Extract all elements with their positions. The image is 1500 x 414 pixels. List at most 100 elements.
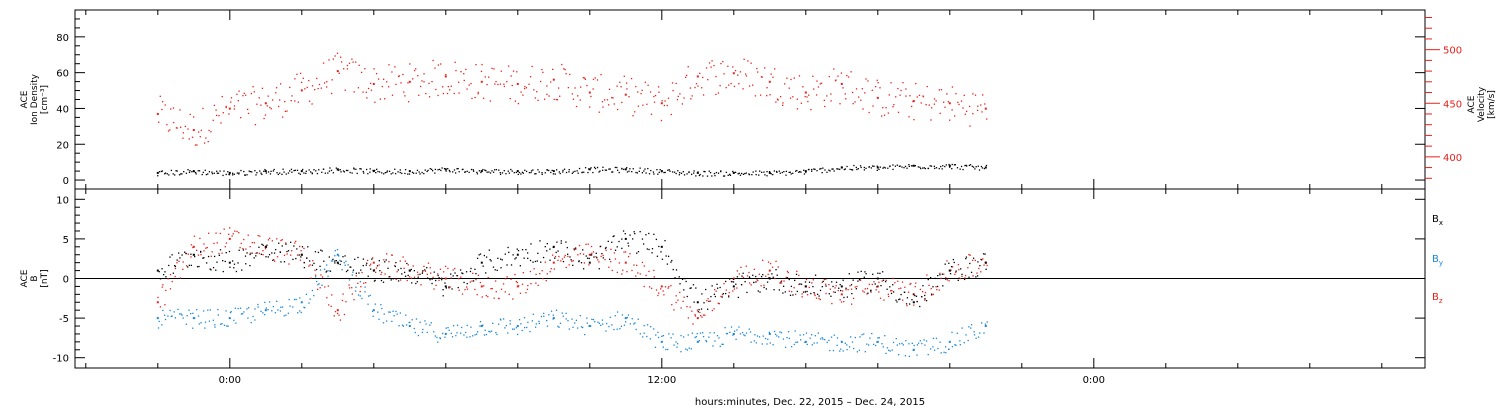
bx-dot	[608, 258, 611, 260]
bz-dot	[519, 292, 522, 294]
velocity-dot	[664, 100, 666, 102]
density-dot	[594, 167, 597, 170]
velocity-dot	[161, 101, 164, 103]
bx-dot	[945, 278, 947, 280]
velocity-dot	[684, 76, 687, 78]
by-dot	[646, 324, 649, 326]
bx-dot	[442, 295, 444, 297]
velocity-dot	[367, 87, 370, 90]
by-dot	[279, 310, 282, 312]
bx-dot	[925, 300, 928, 302]
bx-dot	[395, 261, 397, 264]
velocity-dot	[861, 88, 863, 90]
by-dot	[806, 343, 808, 346]
bz-dot	[413, 276, 416, 278]
bx-dot	[580, 262, 583, 264]
bz-dot	[870, 291, 872, 293]
density-dot	[198, 170, 201, 172]
bz-dot	[915, 282, 917, 284]
density-dot	[289, 170, 291, 172]
by-dot	[675, 341, 677, 343]
velocity-dot	[215, 114, 218, 117]
density-dot	[453, 169, 456, 171]
velocity-dot	[892, 106, 894, 108]
velocity-dot	[167, 130, 170, 132]
bx-dot	[317, 251, 320, 254]
bx-dot	[546, 242, 548, 245]
bz-dot	[742, 276, 745, 279]
density-dot	[863, 169, 866, 171]
velocity-dot	[208, 129, 210, 132]
by-dot	[886, 347, 889, 349]
by-dot	[247, 317, 249, 319]
bz-dot	[424, 270, 427, 272]
by-dot	[621, 314, 624, 316]
density-dot	[951, 168, 953, 170]
velocity-point	[480, 80, 483, 83]
velocity-dot	[910, 105, 913, 108]
density-dot	[839, 168, 841, 171]
bz-dot	[635, 275, 637, 277]
bx-dot	[771, 273, 773, 275]
bz-dot	[736, 287, 738, 289]
by-dot	[642, 336, 644, 338]
bx-dot	[569, 256, 571, 258]
by-dot	[719, 345, 721, 347]
by-dot	[726, 332, 729, 335]
density-point	[372, 170, 375, 173]
bz-dot	[389, 276, 391, 278]
bx-dot	[445, 287, 447, 289]
velocity-dot	[306, 86, 308, 89]
velocity-dot	[170, 108, 172, 110]
bx-dot	[337, 262, 339, 265]
bx-dot	[701, 293, 703, 295]
by-dot	[687, 334, 689, 336]
velocity-dot	[922, 96, 925, 98]
velocity-dot	[883, 114, 886, 116]
bx-dot	[454, 272, 456, 274]
bx-dot	[415, 282, 417, 285]
density-dot	[161, 170, 164, 172]
velocity-dot	[458, 92, 460, 94]
bx-dot	[179, 257, 181, 259]
velocity-dot	[215, 109, 217, 111]
bx-dot	[544, 246, 546, 248]
by-dot	[398, 325, 400, 327]
density-dot	[372, 169, 374, 172]
bx-dot	[874, 283, 876, 285]
velocity-dot	[711, 60, 713, 62]
velocity-dot	[453, 92, 455, 95]
density-dot	[378, 171, 381, 173]
density-dot	[524, 169, 526, 171]
bz-dot	[500, 288, 503, 290]
velocity-dot	[844, 93, 846, 95]
velocity-dot	[893, 103, 895, 106]
by-dot	[944, 346, 947, 348]
velocity-dot	[647, 84, 649, 86]
velocity-dot	[173, 121, 175, 124]
bz-dot	[728, 291, 730, 294]
density-dot	[248, 170, 250, 172]
bx-dot	[799, 283, 801, 285]
by-dot	[378, 318, 380, 320]
density-dot	[945, 164, 947, 166]
velocity-dot	[326, 81, 328, 83]
bz-dot	[605, 249, 607, 251]
by-dot	[388, 311, 390, 313]
by-dot	[739, 333, 742, 335]
by-dot	[466, 324, 468, 327]
density-dot	[510, 168, 512, 171]
velocity-dot	[375, 72, 378, 75]
bz-dot	[176, 262, 178, 264]
bz-dot	[504, 291, 506, 293]
by-dot	[601, 319, 604, 321]
bz-dot	[643, 265, 645, 267]
bx-dot	[819, 289, 822, 292]
by-dot	[814, 335, 817, 337]
bz-dot	[680, 307, 682, 309]
bz-dot	[242, 247, 244, 250]
velocity-dot	[474, 96, 476, 99]
by-dot	[243, 311, 245, 313]
by-dot	[436, 336, 438, 339]
